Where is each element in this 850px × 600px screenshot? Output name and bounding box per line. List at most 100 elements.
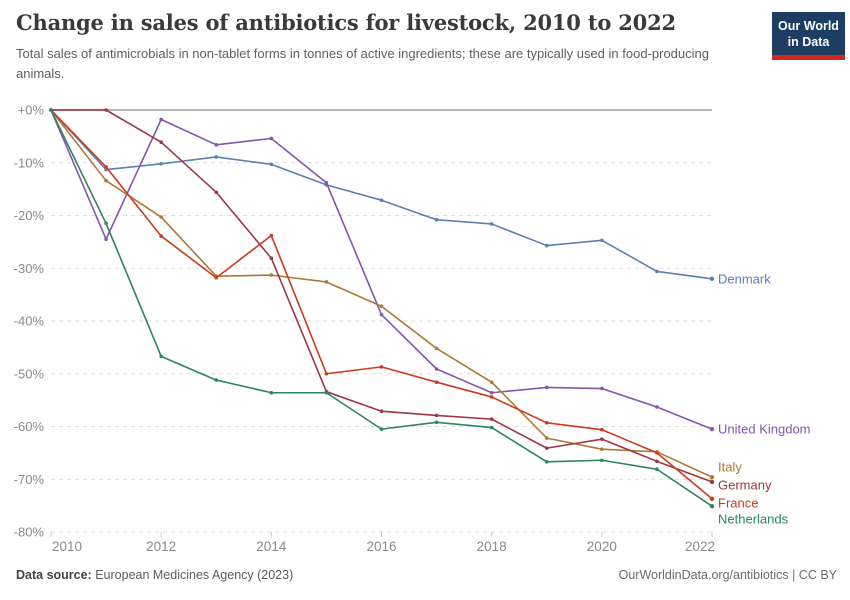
point-denmark-2017[interactable] (434, 217, 439, 222)
point-united-kingdom-2015[interactable] (324, 180, 329, 185)
point-netherlands-2020[interactable] (600, 458, 604, 463)
point-france-2014[interactable] (269, 233, 274, 238)
point-denmark-2013[interactable] (214, 155, 219, 159)
series-label-france[interactable]: France (718, 495, 758, 510)
point-france-2016[interactable] (379, 365, 384, 369)
owid-logo-line1: Our World (778, 19, 839, 33)
point-italy-2014[interactable] (269, 273, 274, 277)
point-italy-2019[interactable] (544, 436, 549, 440)
owid-logo[interactable]: Our World in Data (772, 12, 845, 60)
y-axis-label--30: -30% (14, 261, 45, 276)
point-united-kingdom-2012[interactable] (159, 117, 163, 122)
point-denmark-2014[interactable] (269, 162, 274, 167)
point-france-2013[interactable] (214, 275, 219, 280)
point-germany-2017[interactable] (434, 413, 439, 418)
data-source-text: European Medicines Agency (2023) (91, 568, 294, 582)
point-netherlands-2014[interactable] (269, 390, 274, 395)
series-label-united-kingdom[interactable]: United Kingdom (718, 422, 811, 437)
point-denmark-2019[interactable] (544, 243, 549, 248)
point-france-2017[interactable] (434, 380, 439, 384)
y-axis-label--10: -10% (14, 155, 45, 170)
point-germany-2018[interactable] (489, 417, 494, 421)
point-united-kingdom-2014[interactable] (269, 136, 274, 141)
point-united-kingdom-2017[interactable] (434, 367, 439, 371)
point-netherlands-2016[interactable] (379, 427, 384, 431)
point-united-kingdom-2019[interactable] (544, 385, 549, 390)
point-united-kingdom-2022[interactable] (709, 426, 715, 432)
point-denmark-2022[interactable] (709, 276, 715, 281)
point-france-2020[interactable] (600, 427, 604, 432)
point-germany-2019[interactable] (544, 446, 549, 450)
point-germany-2022[interactable] (709, 479, 715, 485)
series-netherlands[interactable]: Netherlands (49, 108, 789, 527)
point-germany-2011[interactable] (104, 108, 108, 112)
y-axis-label--80: -80% (14, 525, 45, 540)
line-netherlands[interactable] (50, 109, 713, 507)
attribution: OurWorldinData.org/antibiotics | CC BY (619, 568, 837, 582)
point-italy-2017[interactable] (434, 346, 439, 351)
x-axis-label-2020: 2020 (587, 539, 617, 554)
point-netherlands-2015[interactable] (324, 390, 329, 395)
point-united-kingdom-2011[interactable] (104, 237, 108, 242)
point-france-2021[interactable] (655, 451, 659, 455)
point-denmark-2020[interactable] (600, 238, 604, 243)
series-france[interactable]: France (49, 108, 758, 510)
point-france-2018[interactable] (489, 395, 494, 399)
point-united-kingdom-2020[interactable] (600, 386, 604, 391)
point-netherlands-2010[interactable] (49, 108, 53, 112)
owid-url-link[interactable]: OurWorldinData.org/antibiotics (618, 568, 789, 582)
point-netherlands-2018[interactable] (489, 425, 494, 430)
point-netherlands-2013[interactable] (214, 378, 219, 382)
point-denmark-2018[interactable] (489, 222, 494, 226)
data-source-label: Data source: (16, 568, 92, 582)
point-germany-2020[interactable] (600, 437, 604, 441)
series-label-germany[interactable]: Germany (718, 477, 772, 492)
series-label-denmark[interactable]: Denmark (718, 271, 771, 286)
chart-footer: Data source: European Medicines Agency (… (16, 568, 837, 582)
point-denmark-2012[interactable] (159, 162, 163, 166)
x-axis-label-2022: 2022 (685, 539, 715, 554)
point-italy-2022[interactable] (709, 474, 715, 480)
point-united-kingdom-2016[interactable] (379, 312, 384, 317)
point-italy-2012[interactable] (159, 215, 163, 219)
point-italy-2016[interactable] (379, 304, 384, 309)
series-united-kingdom[interactable]: United Kingdom (49, 108, 811, 437)
y-axis-label--20: -20% (14, 208, 45, 223)
point-denmark-2016[interactable] (379, 198, 384, 203)
point-germany-2016[interactable] (379, 409, 384, 414)
point-netherlands-2011[interactable] (104, 221, 108, 226)
point-denmark-2021[interactable] (655, 269, 659, 274)
point-france-2019[interactable] (544, 421, 549, 425)
point-italy-2020[interactable] (600, 447, 604, 451)
chart-header: Change in sales of antibiotics for lives… (16, 10, 766, 83)
point-germany-2012[interactable] (159, 140, 163, 144)
series-label-italy[interactable]: Italy (718, 460, 742, 475)
point-italy-2015[interactable] (324, 280, 329, 284)
point-france-2022[interactable] (709, 496, 715, 501)
point-netherlands-2021[interactable] (655, 467, 659, 472)
point-netherlands-2019[interactable] (544, 460, 549, 464)
line-united-kingdom[interactable] (50, 109, 713, 430)
point-france-2012[interactable] (159, 234, 163, 238)
x-axis-label-2016: 2016 (366, 539, 396, 554)
series-germany[interactable]: Germany (49, 108, 772, 492)
series-denmark[interactable]: Denmark (49, 108, 771, 286)
license-text: | CC BY (788, 568, 837, 582)
point-netherlands-2022[interactable] (709, 503, 715, 509)
point-germany-2013[interactable] (214, 190, 219, 195)
x-axis-label-2018: 2018 (477, 539, 507, 554)
series-label-netherlands[interactable]: Netherlands (718, 512, 789, 527)
point-united-kingdom-2021[interactable] (655, 405, 659, 409)
point-netherlands-2017[interactable] (434, 420, 439, 425)
point-united-kingdom-2018[interactable] (489, 390, 494, 395)
point-italy-2018[interactable] (489, 380, 494, 384)
point-netherlands-2012[interactable] (159, 354, 163, 359)
point-germany-2021[interactable] (655, 459, 659, 464)
y-axis-label-0: +0% (18, 103, 45, 118)
line-france[interactable] (50, 109, 713, 500)
point-italy-2011[interactable] (104, 178, 108, 183)
point-france-2015[interactable] (324, 371, 329, 376)
point-germany-2014[interactable] (269, 256, 274, 261)
point-france-2011[interactable] (104, 165, 108, 169)
point-united-kingdom-2013[interactable] (214, 143, 219, 147)
